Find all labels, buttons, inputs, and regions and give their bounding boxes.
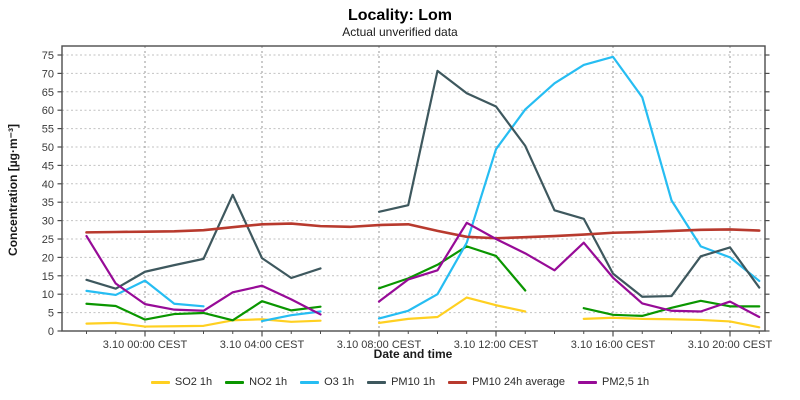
plot-area: 0 5 10 15 20 25 30 35 40 45 50 55 60 65 70 75 3.10 00:00… <box>42 45 773 351</box>
y-tick-label: 65 <box>42 87 54 99</box>
y-axis-title: Concentration [µg·m⁻³] <box>6 124 20 256</box>
series-line-pm10-24h-average <box>85 222 761 240</box>
legend-swatch <box>448 380 468 384</box>
y-tick-label: 15 <box>42 271 54 283</box>
series-line-o3-1h <box>85 55 761 323</box>
y-tick-label: 55 <box>42 124 54 136</box>
x-tick-label: 3.10 20:00 CEST <box>688 339 773 351</box>
legend-label: PM2,5 1h <box>602 376 650 388</box>
y-tick-label: 75 <box>42 50 54 62</box>
chart-subtitle: Actual unverified data <box>342 25 458 39</box>
x-tick-label: 3.10 00:00 CEST <box>103 339 188 351</box>
x-tick-label: 3.10 16:00 CEST <box>571 339 656 351</box>
legend-item-pm10-1h: PM10 1h <box>367 376 435 388</box>
y-tick-label: 0 <box>48 326 54 338</box>
legend-swatch <box>225 380 245 384</box>
legend: SO2 1h NO2 1h O3 1h PM10 1h PM10 24h average… <box>0 376 800 388</box>
y-tick-label: 25 <box>42 234 54 246</box>
x-axis-title: Date and time <box>374 347 453 361</box>
legend-item-pm2-5-1h: PM2,5 1h <box>578 376 649 388</box>
legend-label: NO2 1h <box>249 376 288 388</box>
legend-item-o3-1h: O3 1h <box>300 376 354 388</box>
legend-item-no2-1h: NO2 1h <box>225 376 287 388</box>
x-tick-label: 3.10 12:00 CEST <box>454 339 539 351</box>
y-tick-label: 30 <box>42 216 54 228</box>
legend-label: PM10 1h <box>391 376 436 388</box>
y-tick-label: 5 <box>48 308 54 320</box>
series-line-so2-1h <box>85 296 761 329</box>
legend-label: SO2 1h <box>174 376 213 388</box>
series-line-pm2-5-1h <box>85 221 761 319</box>
y-tick-label: 35 <box>42 197 54 209</box>
y-tick-label: 40 <box>42 179 54 191</box>
x-tick-label: 3.10 08:00 CEST <box>337 339 422 351</box>
legend-swatch <box>578 380 598 384</box>
x-tick-label: 3.10 04:00 CEST <box>220 339 305 351</box>
y-tick-label: 70 <box>42 68 54 80</box>
legend-swatch <box>300 380 320 384</box>
plot-frame <box>61 45 766 332</box>
chart-title: Locality: Lom <box>348 7 452 24</box>
y-tick-label: 45 <box>42 160 54 172</box>
legend-swatch <box>367 380 387 384</box>
legend-swatch <box>150 380 170 384</box>
series-line-no2-1h <box>85 245 761 322</box>
y-tick-label: 50 <box>42 142 54 154</box>
y-tick-label: 20 <box>42 252 54 264</box>
y-tick-label: 10 <box>42 289 54 301</box>
legend-label: O3 1h <box>324 376 355 388</box>
legend-label: PM10 24h average <box>472 376 566 388</box>
y-tick-label: 60 <box>42 105 54 117</box>
legend-item-pm10-24h-average: PM10 24h average <box>448 376 565 388</box>
legend-item-so2-1h: SO2 1h <box>150 376 213 388</box>
series-line-pm10-1h <box>85 69 761 298</box>
